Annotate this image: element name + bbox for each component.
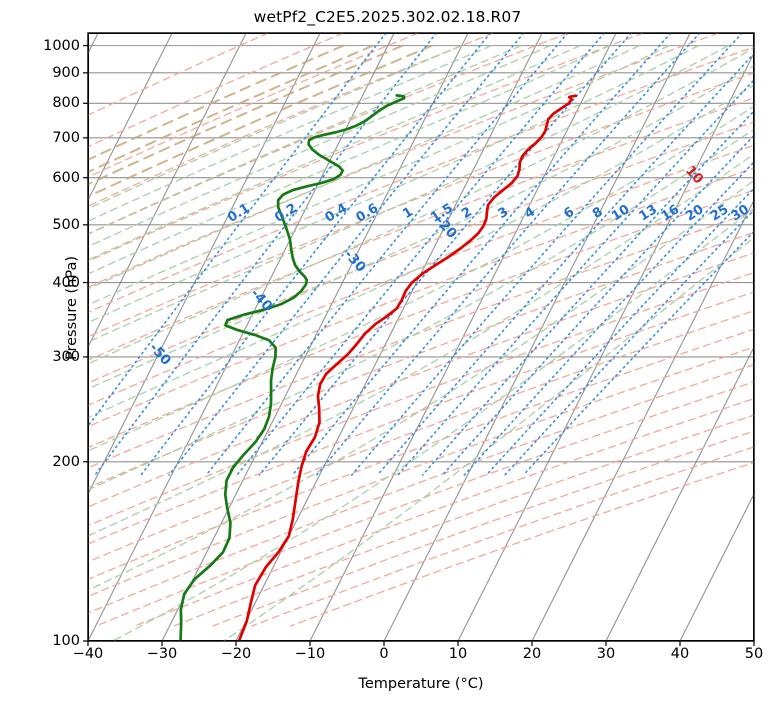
x-tick-40: 40 [670, 646, 690, 662]
x-tick-30: 30 [596, 646, 616, 662]
isotherm-label--60: -60 [47, 389, 75, 418]
profile-marker [767, 217, 775, 227]
y-tick-300: 300 [52, 348, 80, 365]
x-tick--10: −10 [294, 646, 326, 662]
y-tick-800: 800 [52, 95, 80, 112]
y-tick-400: 400 [52, 274, 80, 291]
x-tick-20: 20 [522, 646, 542, 662]
mixing-ratio-label-3: 3 [496, 205, 512, 223]
y-tick-200: 200 [52, 453, 80, 470]
x-tick--40: −40 [72, 646, 104, 662]
mixing-ratio-label-30: 30 [729, 202, 752, 224]
mixing-ratio-label-8: 8 [590, 205, 606, 223]
mixing-ratio-label-20: 20 [683, 202, 706, 224]
mixing-ratio-label-0.1: 0.1 [225, 201, 252, 226]
mixing-ratio-label-4: 4 [522, 205, 538, 223]
x-tick-0: 0 [379, 646, 389, 662]
y-tick-600: 600 [52, 169, 80, 186]
mixing-ratio-label-0.4: 0.4 [323, 201, 350, 226]
series-dew-point [179, 94, 406, 641]
series-temperature [237, 94, 578, 641]
chart-title: wetPf2_C2E5.2025.302.02.18.R07 [253, 8, 522, 26]
y-tick-1000: 1000 [43, 37, 80, 54]
y-tick-500: 500 [52, 216, 80, 233]
x-tick--30: −30 [146, 646, 178, 662]
x-tick-10: 10 [448, 646, 468, 662]
mixing-ratio-label-2: 2 [459, 205, 475, 223]
x-tick-50: 50 [744, 646, 764, 662]
y-tick-100: 100 [52, 633, 80, 649]
isotherm-label--50: -50 [146, 340, 174, 369]
y-tick-900: 900 [52, 64, 80, 81]
mixing-ratio-label-25: 25 [708, 202, 731, 224]
mixing-ratio-label-6: 6 [561, 205, 577, 223]
x-axis-label: Temperature (°C) [358, 676, 484, 692]
y-tick-700: 700 [52, 129, 80, 146]
x-tick--20: −20 [220, 646, 252, 662]
